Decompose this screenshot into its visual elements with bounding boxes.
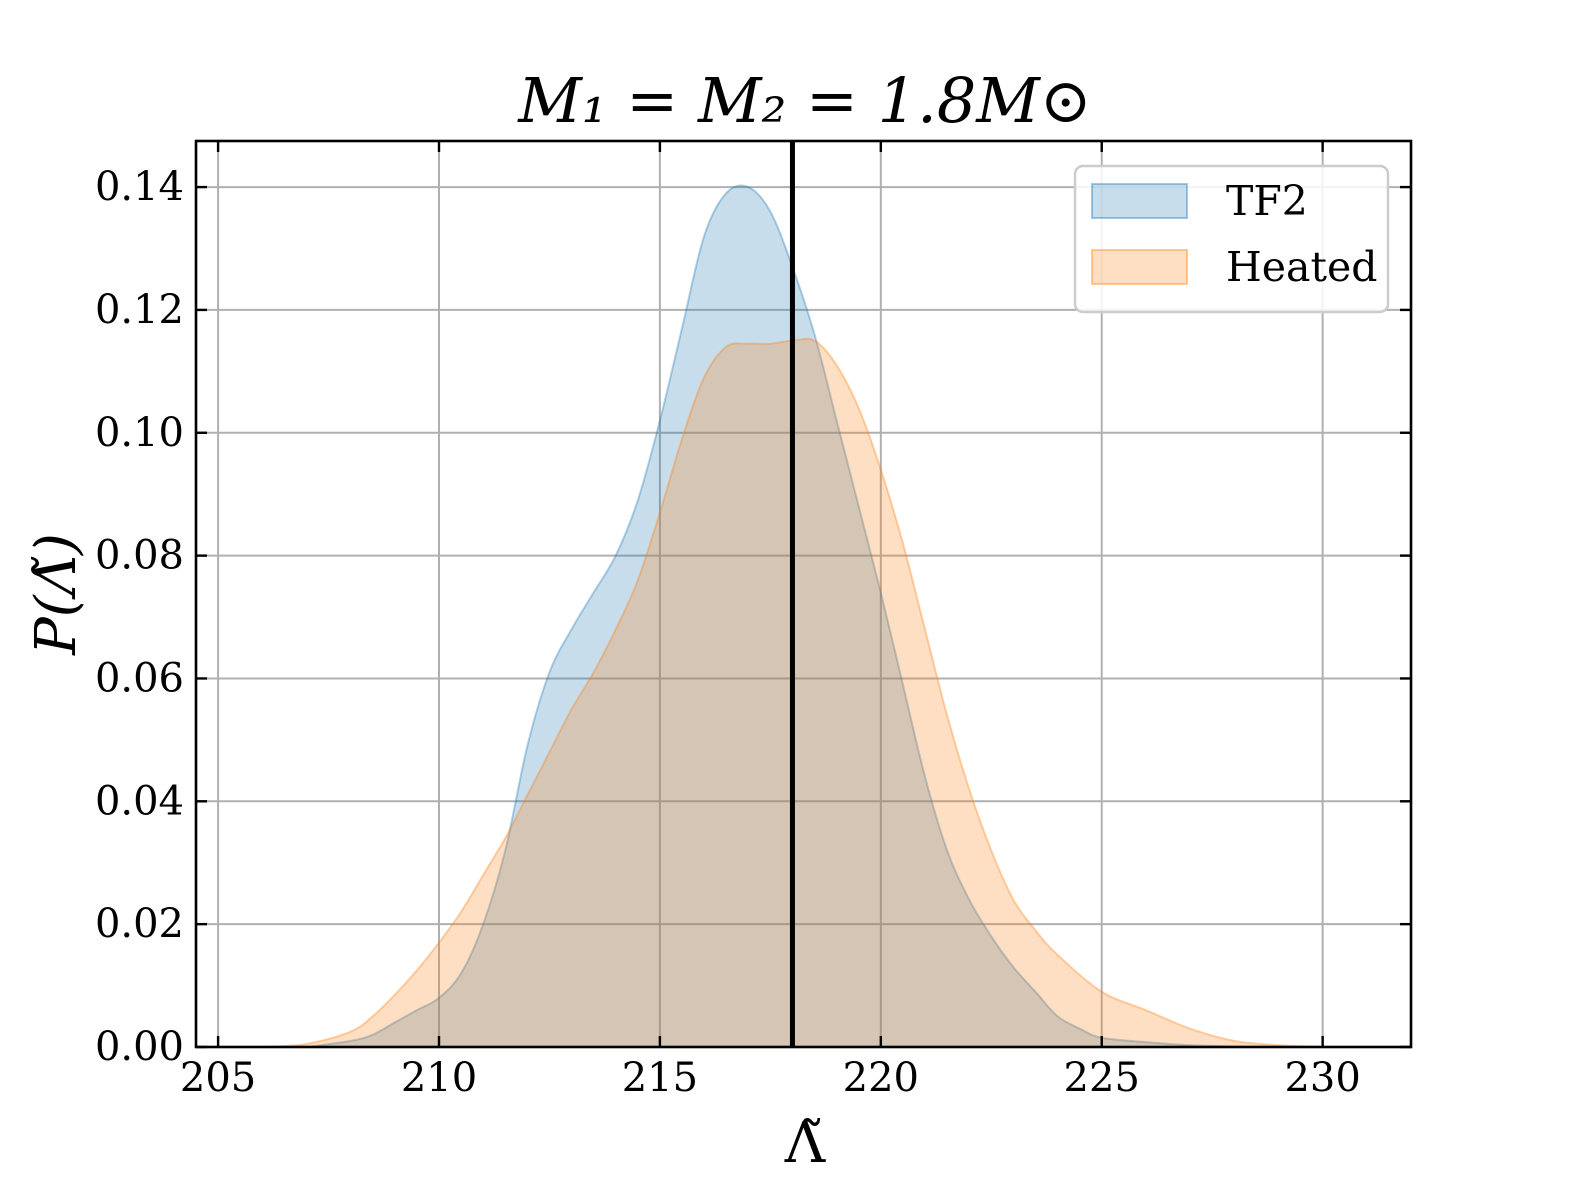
y-tick-label: 0.04 xyxy=(95,778,184,824)
y-tick-label: 0.02 xyxy=(95,901,184,947)
legend-label-heated: Heated xyxy=(1226,243,1377,291)
chart-title: M₁ = M₂ = 1.8M⊙ xyxy=(517,64,1091,137)
y-axis-label: P(Λ̃) xyxy=(24,533,89,656)
y-tick-label: 0.08 xyxy=(95,533,184,579)
x-tick-label: 225 xyxy=(1064,1055,1140,1101)
y-tick-label: 0.14 xyxy=(95,164,184,210)
y-tick-label: 0.12 xyxy=(95,287,184,333)
y-tick-label: 0.00 xyxy=(95,1024,184,1070)
y-tick-label: 0.06 xyxy=(95,655,184,701)
x-tick-label: 205 xyxy=(180,1055,256,1101)
y-tick-labels: 0.00 0.02 0.04 0.06 0.08 0.10 0.12 0.14 xyxy=(95,164,184,1070)
x-tick-label: 210 xyxy=(401,1055,477,1101)
legend: TF2 Heated xyxy=(1073,164,1390,314)
x-tick-labels: 205 210 215 220 225 230 xyxy=(180,1055,1361,1101)
x-tick-label: 220 xyxy=(843,1055,919,1101)
x-tick-label: 230 xyxy=(1284,1055,1360,1101)
x-tick-label: 215 xyxy=(622,1055,698,1101)
y-tick-label: 0.10 xyxy=(95,410,184,456)
legend-label-tf2: TF2 xyxy=(1226,177,1308,225)
plot-frame xyxy=(194,139,1413,1049)
legend-swatch-heated xyxy=(1091,249,1188,285)
x-axis-label: Λ̃ xyxy=(784,1111,826,1176)
legend-swatch-tf2 xyxy=(1091,183,1188,219)
legend-frame xyxy=(1073,164,1390,314)
